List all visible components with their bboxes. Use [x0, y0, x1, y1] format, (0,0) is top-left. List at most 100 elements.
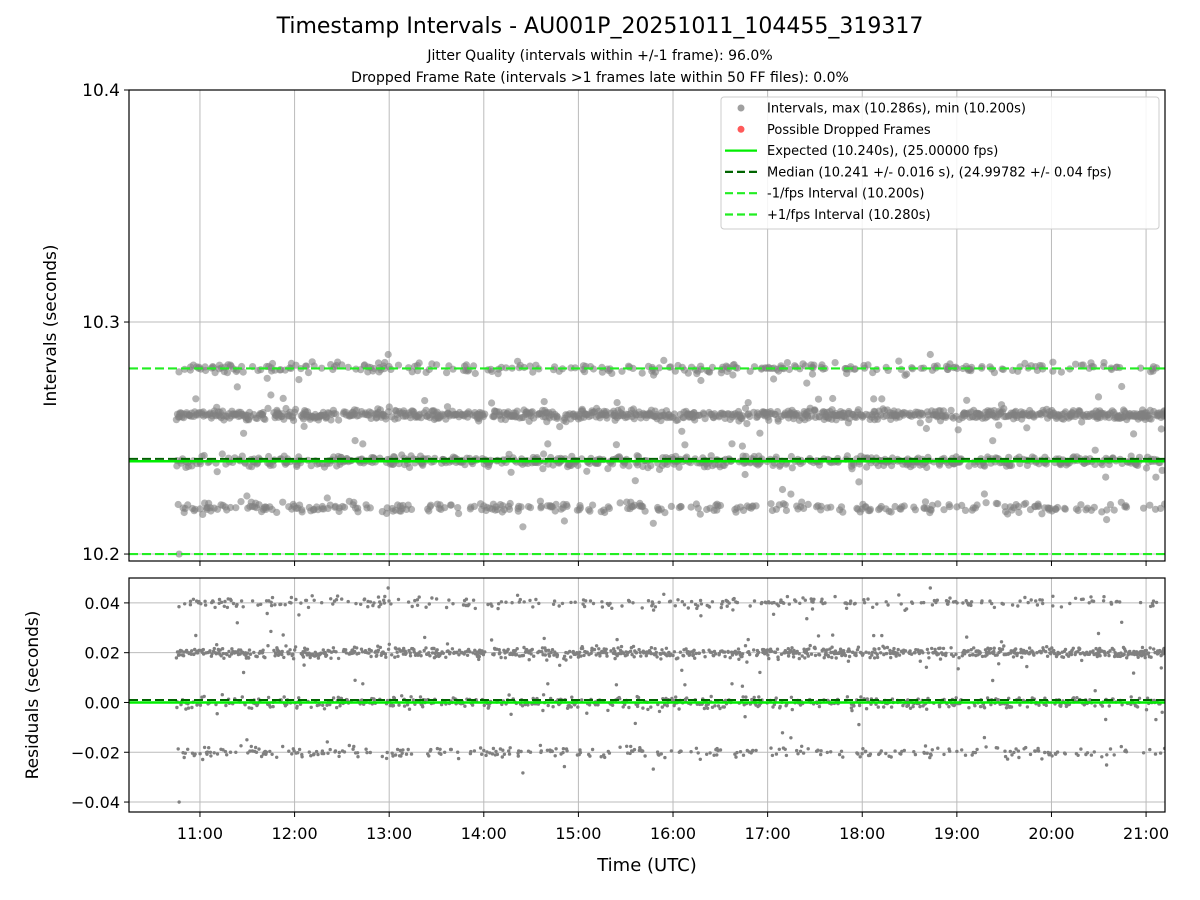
- residual-point: [569, 655, 573, 659]
- residual-point: [490, 752, 495, 756]
- residual-point: [1023, 745, 1028, 750]
- residual-point: [322, 707, 327, 711]
- residual-point: [680, 668, 684, 672]
- residual-point: [1089, 753, 1094, 757]
- residual-point: [324, 653, 329, 657]
- interval-point: [616, 499, 624, 507]
- residual-point: [669, 749, 674, 753]
- interval-point: [1102, 473, 1110, 481]
- residual-point: [871, 605, 875, 609]
- x-tick-label: 11:00: [177, 824, 223, 843]
- residual-point: [368, 600, 373, 604]
- interval-point: [817, 502, 825, 510]
- residual-point: [1151, 604, 1155, 608]
- interval-point: [965, 462, 973, 470]
- residual-point: [369, 649, 373, 653]
- residual-point: [228, 654, 232, 658]
- residual-point: [823, 601, 827, 605]
- residual-point: [895, 651, 899, 655]
- residual-point: [752, 648, 756, 652]
- residual-point: [486, 602, 490, 607]
- residual-point: [176, 747, 180, 751]
- residual-point: [279, 602, 283, 606]
- residual-point: [334, 650, 338, 654]
- residual-point: [328, 747, 332, 752]
- residual-point: [721, 599, 725, 604]
- residual-point: [225, 753, 229, 757]
- residual-point: [658, 652, 663, 656]
- residual-point: [899, 752, 903, 756]
- residual-point: [449, 747, 453, 752]
- interval-point: [870, 395, 878, 403]
- interval-point: [782, 506, 791, 515]
- residual-point: [468, 650, 472, 654]
- interval-point: [1015, 508, 1023, 517]
- residual-point: [806, 747, 810, 751]
- residual-point: [245, 651, 250, 655]
- interval-point: [551, 507, 559, 515]
- residual-point: [389, 602, 393, 606]
- residual-point: [637, 647, 641, 652]
- interval-point: [1077, 501, 1085, 509]
- interval-point: [903, 370, 911, 378]
- residual-point: [1076, 753, 1080, 757]
- residual-point: [988, 599, 992, 603]
- interval-point: [223, 369, 231, 377]
- interval-point: [728, 440, 736, 448]
- residual-point: [1052, 651, 1057, 656]
- residual-point: [580, 646, 585, 651]
- residual-point: [743, 715, 747, 719]
- interval-point: [443, 369, 451, 377]
- interval-point: [667, 502, 676, 510]
- interval-point: [583, 467, 591, 475]
- interval-point: [773, 408, 782, 416]
- residual-point: [314, 749, 319, 754]
- residual-point: [326, 751, 330, 755]
- residual-point: [435, 648, 439, 652]
- residual-point: [963, 753, 968, 757]
- residual-point: [912, 750, 916, 754]
- residual-point: [730, 653, 735, 657]
- residual-point: [1093, 689, 1097, 693]
- residual-point: [868, 752, 873, 756]
- interval-point: [259, 408, 267, 417]
- residual-point: [337, 750, 341, 755]
- residual-point: [434, 597, 439, 601]
- residual-point: [504, 600, 508, 604]
- residual-point: [830, 645, 834, 649]
- residual-point: [921, 651, 925, 655]
- residual-point: [927, 656, 931, 660]
- residual-point: [778, 704, 782, 709]
- residual-point: [705, 706, 710, 710]
- chart-subtitle-jitter: Jitter Quality (intervals within +/-1 fr…: [427, 48, 773, 64]
- residual-point: [748, 604, 752, 608]
- residual-point: [789, 736, 793, 740]
- interval-point: [264, 404, 272, 412]
- residual-point: [1148, 646, 1152, 650]
- residual-point: [229, 598, 233, 603]
- interval-point: [733, 364, 742, 372]
- residual-point: [413, 598, 417, 603]
- residual-point: [573, 600, 577, 604]
- residual-point: [1057, 651, 1062, 656]
- residual-point: [344, 651, 348, 655]
- interval-point: [526, 362, 534, 370]
- residual-point: [241, 670, 246, 675]
- residual-point: [451, 602, 455, 606]
- residual-point: [819, 749, 823, 753]
- residual-point: [325, 740, 329, 744]
- residual-point: [266, 695, 271, 700]
- residual-point: [406, 600, 411, 604]
- residual-point: [594, 644, 599, 648]
- interval-point: [641, 507, 649, 515]
- residual-point: [879, 651, 883, 655]
- residual-point: [507, 752, 512, 756]
- residual-point: [322, 751, 326, 756]
- residual-point: [550, 749, 554, 754]
- residual-point: [741, 695, 745, 699]
- residual-point: [477, 654, 481, 659]
- residual-point: [316, 656, 321, 660]
- interval-point: [1146, 501, 1154, 509]
- residual-point: [423, 635, 427, 640]
- residual-point: [372, 698, 377, 702]
